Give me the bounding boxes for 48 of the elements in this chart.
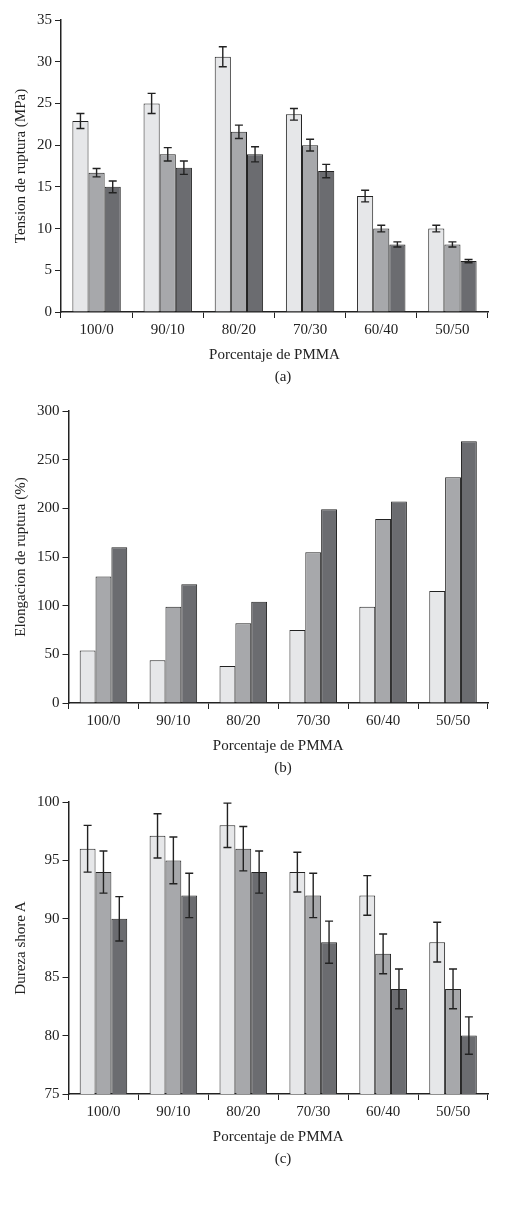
- x-tick-label: 80/20: [226, 1102, 261, 1119]
- x-tick-label: 80/20: [226, 711, 261, 728]
- x-tick-label: 50/50: [435, 711, 471, 728]
- y-tick-label: 0: [52, 693, 60, 710]
- y-axis-title: Tension de ruptura (MPa): [11, 88, 29, 244]
- y-tick-label: 85: [44, 968, 60, 985]
- x-axis-title: Porcentaje de PMMA: [212, 736, 344, 753]
- y-tick-label: 100: [37, 792, 60, 809]
- y-tick-label: 150: [37, 547, 60, 564]
- x-tick-label: 50/50: [435, 320, 470, 337]
- x-tick-label: 70/30: [296, 1102, 331, 1119]
- y-tick-label: 5: [44, 261, 52, 278]
- y-tick-label: 100: [37, 596, 60, 613]
- y-tick-label: 10: [37, 219, 52, 236]
- x-tick-label: 100/0: [86, 711, 121, 728]
- x-tick-label: 60/40: [364, 320, 399, 337]
- text: (a): [273, 368, 293, 385]
- x-tick-label: 90/10: [150, 320, 185, 337]
- x-tick-label: 90/10: [156, 711, 191, 728]
- y-axis-title: Elongacion de ruptura (%): [11, 477, 29, 637]
- y-tick-label: 30: [37, 52, 52, 69]
- y-tick-label: 90: [44, 909, 60, 926]
- y-tick-label: 15: [37, 177, 52, 194]
- x-tick-label: 50/50: [435, 1102, 471, 1119]
- x-axis-title: Porcentaje de PMMA: [209, 345, 341, 362]
- y-tick-label: 200: [37, 499, 60, 516]
- y-tick-label: 80: [44, 1026, 60, 1043]
- y-axis-title: Dureza shore A: [11, 901, 28, 995]
- y-tick-label: 20: [37, 136, 52, 153]
- y-tick-label: 50: [44, 645, 60, 662]
- text: (b): [273, 759, 293, 776]
- x-tick-label: 70/30: [293, 320, 328, 337]
- x-tick-label: 100/0: [86, 1102, 121, 1119]
- x-tick-label: 100/0: [79, 320, 114, 337]
- y-tick-label: 95: [44, 851, 60, 868]
- y-tick-label: 250: [37, 450, 60, 467]
- x-tick-label: 60/40: [366, 1102, 401, 1119]
- y-tick-label: 35: [37, 10, 52, 27]
- text: (c): [273, 1150, 293, 1167]
- x-tick-label: 60/40: [366, 711, 401, 728]
- x-axis-title: Porcentaje de PMMA: [212, 1127, 344, 1144]
- y-tick-label: 0: [44, 302, 52, 319]
- y-tick-label: 75: [44, 1084, 60, 1101]
- x-tick-label: 80/20: [221, 320, 256, 337]
- y-tick-label: 300: [37, 401, 60, 418]
- x-tick-label: 70/30: [296, 711, 331, 728]
- y-tick-label: 25: [37, 94, 52, 111]
- x-tick-label: 90/10: [156, 1102, 191, 1119]
